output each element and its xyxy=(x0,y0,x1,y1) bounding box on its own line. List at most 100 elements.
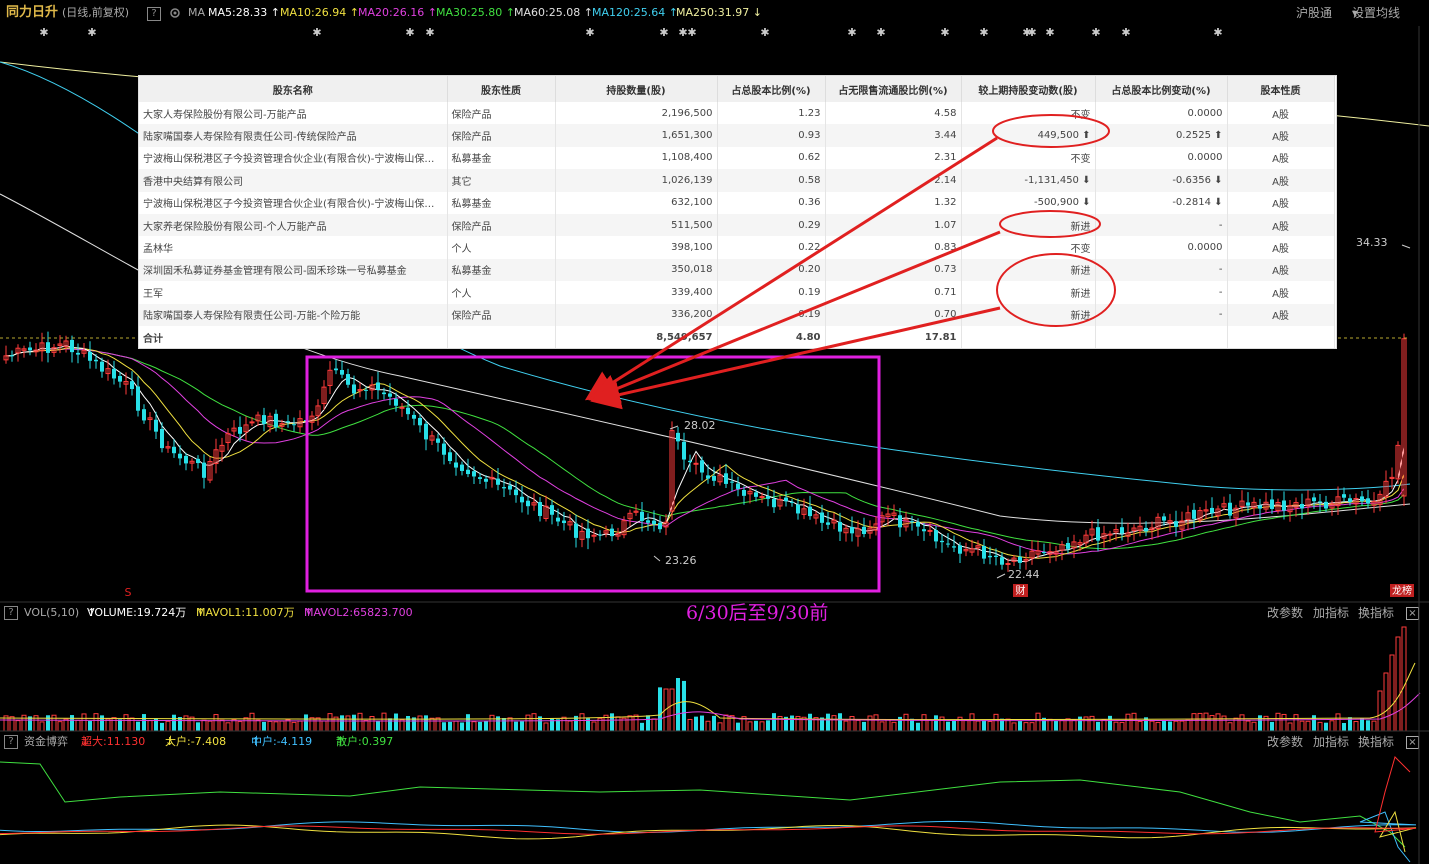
column-header[interactable]: 股东性质 xyxy=(447,76,556,102)
candle[interactable] xyxy=(1077,539,1083,552)
edit-params-button[interactable]: 改参数 xyxy=(1267,735,1304,749)
table-row[interactable]: 王军 个人 339,400 0.19 0.71 新进 - A股 xyxy=(139,281,1335,304)
candle[interactable] xyxy=(598,530,602,541)
candle[interactable] xyxy=(706,464,710,484)
candle[interactable] xyxy=(796,498,800,520)
candle[interactable] xyxy=(1113,524,1119,541)
candle[interactable] xyxy=(1131,524,1137,541)
column-header[interactable]: 占总股本比例变动(%) xyxy=(1095,76,1228,102)
candle[interactable] xyxy=(315,399,321,426)
candle[interactable] xyxy=(460,461,464,476)
candle[interactable] xyxy=(1318,494,1322,513)
candle[interactable] xyxy=(813,511,819,525)
candle[interactable] xyxy=(429,430,435,446)
candle[interactable] xyxy=(610,524,614,542)
event-marker[interactable]: ✱ xyxy=(425,26,434,39)
candle[interactable] xyxy=(231,420,237,437)
s-marker[interactable]: S xyxy=(125,586,132,599)
candle[interactable] xyxy=(262,407,266,432)
candle[interactable] xyxy=(1371,492,1377,513)
candle[interactable] xyxy=(489,469,495,488)
candle[interactable] xyxy=(1023,552,1029,570)
candle[interactable] xyxy=(243,416,249,441)
candle[interactable] xyxy=(1348,494,1352,506)
candle[interactable] xyxy=(327,361,333,395)
candle[interactable] xyxy=(321,380,327,410)
candle[interactable] xyxy=(165,441,171,453)
candle[interactable] xyxy=(454,452,458,476)
close-icon[interactable]: × xyxy=(1406,736,1419,749)
candle[interactable] xyxy=(1293,497,1299,517)
candle[interactable] xyxy=(238,416,242,442)
candle[interactable] xyxy=(1210,497,1214,519)
event-marker[interactable]: ✱ xyxy=(659,26,668,39)
event-marker[interactable]: ✱ xyxy=(940,26,949,39)
candle[interactable] xyxy=(178,445,182,466)
candle[interactable] xyxy=(1042,543,1046,556)
event-marker[interactable]: ✱ xyxy=(687,26,696,39)
candle[interactable] xyxy=(1149,521,1155,540)
candle[interactable] xyxy=(357,382,363,398)
candle[interactable] xyxy=(982,539,986,564)
candle[interactable] xyxy=(105,359,111,381)
candle[interactable] xyxy=(969,539,975,556)
candle[interactable] xyxy=(1125,522,1131,543)
candle[interactable] xyxy=(1287,499,1293,522)
candle[interactable] xyxy=(100,357,104,378)
candle[interactable] xyxy=(1263,492,1269,513)
candle[interactable] xyxy=(340,360,344,379)
candle[interactable] xyxy=(1258,498,1262,520)
candle[interactable] xyxy=(1300,493,1304,520)
volume-chart[interactable] xyxy=(0,623,1429,731)
candle[interactable] xyxy=(1059,540,1065,561)
table-row[interactable]: 陆家嘴国泰人寿保险有限责任公司-传统保险产品 保险产品 1,651,300 0.93 3… xyxy=(139,124,1335,147)
candle[interactable] xyxy=(1377,490,1383,512)
candle[interactable] xyxy=(730,471,734,492)
event-marker[interactable]: ✱ xyxy=(1027,26,1036,39)
candle[interactable] xyxy=(975,540,981,556)
candle[interactable] xyxy=(862,517,866,538)
candle[interactable] xyxy=(1342,487,1346,502)
candle[interactable] xyxy=(279,419,285,432)
help-icon[interactable]: ? xyxy=(147,7,161,21)
add-indicator-button[interactable]: 加指标 xyxy=(1313,735,1350,749)
candle[interactable] xyxy=(940,534,944,553)
column-header[interactable]: 较上期持股变动数(股) xyxy=(961,76,1096,102)
candle[interactable] xyxy=(712,466,716,487)
candle[interactable] xyxy=(543,495,549,522)
candle[interactable] xyxy=(526,496,530,515)
candle[interactable] xyxy=(1011,554,1017,567)
candle[interactable] xyxy=(1239,490,1245,513)
candle[interactable] xyxy=(334,359,338,375)
column-header[interactable]: 占总股本比例(%) xyxy=(717,76,826,102)
event-marker[interactable]: ✱ xyxy=(760,26,769,39)
candle[interactable] xyxy=(777,495,783,510)
event-marker[interactable]: ✱ xyxy=(1091,26,1100,39)
candle[interactable] xyxy=(219,437,225,462)
candle[interactable] xyxy=(130,371,134,396)
market-link[interactable]: 沪股通 xyxy=(1296,6,1333,20)
candle[interactable] xyxy=(1275,498,1281,514)
candle[interactable] xyxy=(15,344,21,362)
candle[interactable] xyxy=(1221,496,1227,511)
candle[interactable] xyxy=(1089,520,1095,543)
rank-badge[interactable]: 龙榜 xyxy=(1390,584,1414,597)
candle[interactable] xyxy=(63,335,69,353)
candle[interactable] xyxy=(196,455,200,469)
candle[interactable] xyxy=(934,525,938,549)
finance-badge[interactable]: 财 xyxy=(1013,584,1028,597)
candle[interactable] xyxy=(633,504,639,516)
candle[interactable] xyxy=(1053,546,1059,562)
candle[interactable] xyxy=(1096,519,1100,552)
candle[interactable] xyxy=(118,371,122,388)
candle[interactable] xyxy=(1383,470,1389,504)
column-header[interactable]: 股东名称 xyxy=(139,76,448,102)
candle[interactable] xyxy=(927,522,933,536)
candle[interactable] xyxy=(1174,510,1178,537)
candle[interactable] xyxy=(574,514,578,548)
candle[interactable] xyxy=(1335,486,1341,516)
candle[interactable] xyxy=(1120,518,1124,541)
candle[interactable] xyxy=(297,410,303,433)
candle[interactable] xyxy=(843,524,849,542)
table-row[interactable]: 宁波梅山保税港区子今投资管理合伙企业(有限合伙)-宁波梅山保税... 私募基金 1,… xyxy=(139,146,1335,170)
